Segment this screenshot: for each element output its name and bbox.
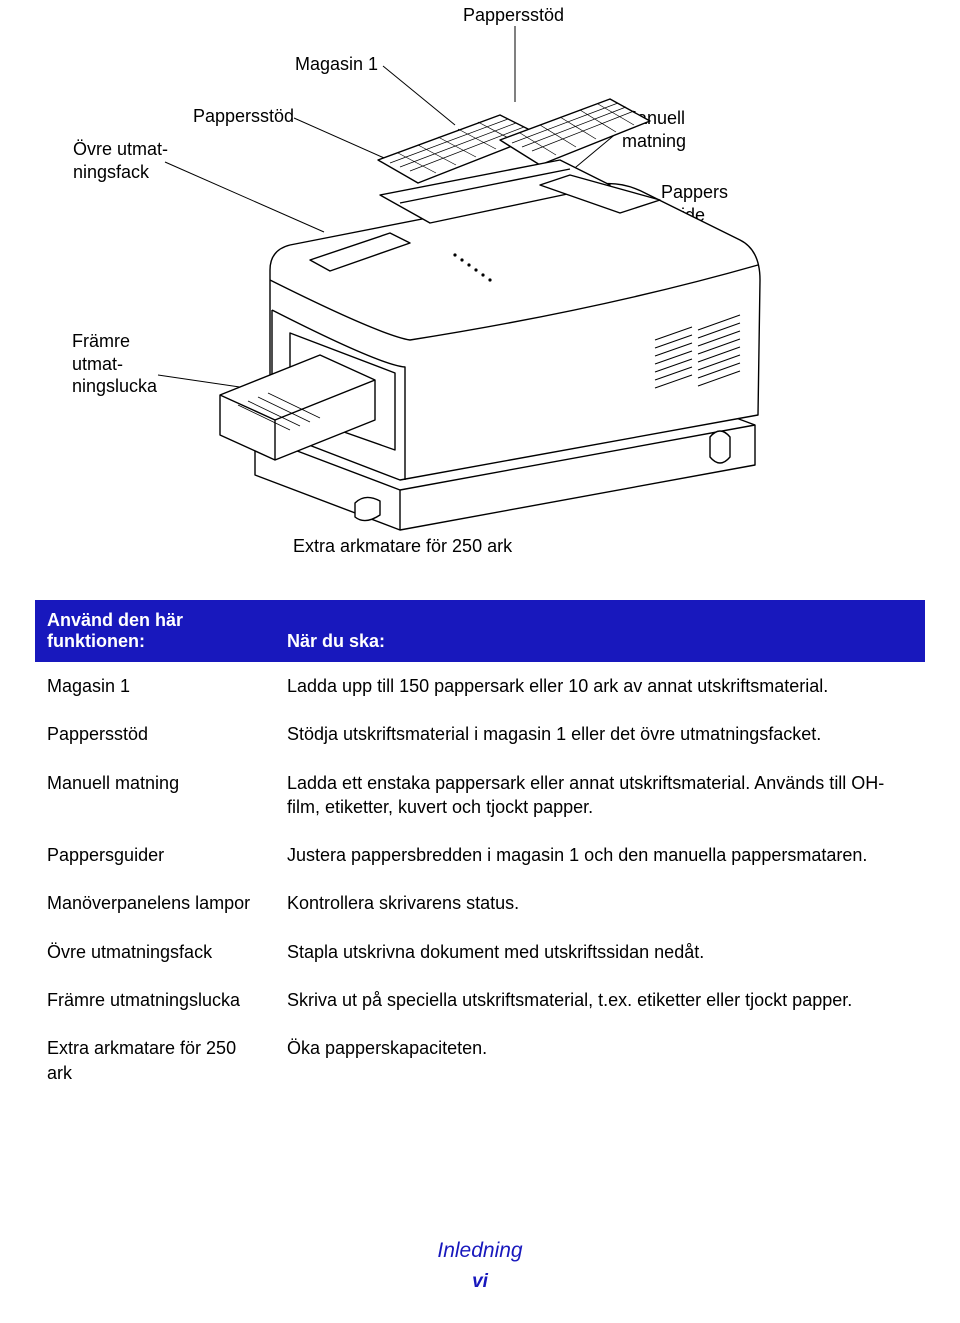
table-row: Pappersstöd Stödja utskriftsmaterial i m… [35, 710, 925, 758]
desc-cell: Ladda ett enstaka pappersark eller annat… [275, 759, 925, 832]
feature-cell: Övre utmatningsfack [35, 928, 275, 976]
table-row: Manöverpanelens lampor Kontrollera skriv… [35, 879, 925, 927]
desc-cell: Öka papperskapaciteten. [275, 1024, 925, 1097]
feature-cell: Magasin 1 [35, 662, 275, 710]
table-header-feature: Använd den här funktionen: [35, 600, 275, 662]
desc-cell: Skriva ut på speciella utskriftsmaterial… [275, 976, 925, 1024]
printer-illustration [200, 85, 790, 535]
feature-cell: Främre utmatningslucka [35, 976, 275, 1024]
footer-title: Inledning [0, 1239, 960, 1263]
desc-cell: Ladda upp till 150 pappersark eller 10 a… [275, 662, 925, 710]
feature-cell: Extra arkmatare för 250 ark [35, 1024, 275, 1097]
table-row: Pappersguider Justera pappersbredden i m… [35, 831, 925, 879]
table-row: Övre utmatningsfack Stapla utskrivna dok… [35, 928, 925, 976]
feature-table: Använd den här funktionen: När du ska: M… [35, 600, 925, 1097]
feature-cell: Pappersstöd [35, 710, 275, 758]
feature-cell: Manuell matning [35, 759, 275, 832]
feature-cell: Pappersguider [35, 831, 275, 879]
table-row: Extra arkmatare för 250 ark Öka pappersk… [35, 1024, 925, 1097]
feature-table-wrap: Använd den här funktionen: När du ska: M… [35, 600, 925, 1097]
footer-page-number: vi [0, 1271, 960, 1293]
table-header-desc: När du ska: [275, 600, 925, 662]
table-row: Främre utmatningslucka Skriva ut på spec… [35, 976, 925, 1024]
desc-cell: Justera pappersbredden i magasin 1 och d… [275, 831, 925, 879]
page-footer: Inledning vi [0, 1239, 960, 1293]
table-row: Manuell matning Ladda ett enstaka papper… [35, 759, 925, 832]
feature-cell: Manöverpanelens lampor [35, 879, 275, 927]
desc-cell: Stapla utskrivna dokument med utskriftss… [275, 928, 925, 976]
table-row: Magasin 1 Ladda upp till 150 pappersark … [35, 662, 925, 710]
desc-cell: Kontrollera skrivarens status. [275, 879, 925, 927]
printer-diagram: Pappersstöd Magasin 1 Pappersstöd Övre u… [0, 0, 960, 580]
desc-cell: Stödja utskriftsmaterial i magasin 1 ell… [275, 710, 925, 758]
